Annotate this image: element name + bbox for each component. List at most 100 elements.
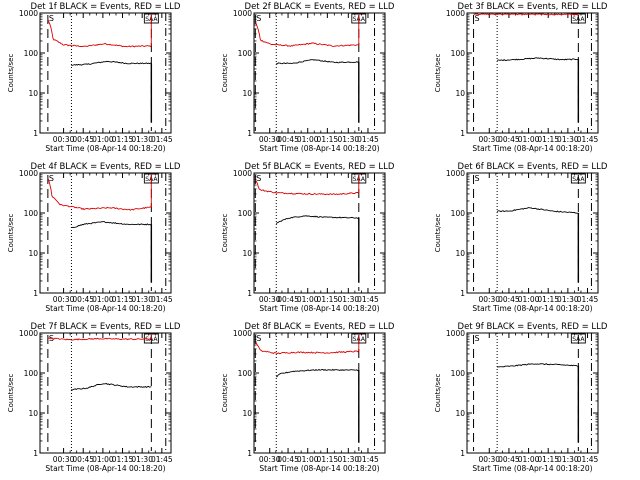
x-tick-label: 00:30	[53, 455, 75, 464]
x-tick-label: 01:00	[92, 295, 114, 304]
x-tick-label: 00:45	[277, 295, 299, 304]
x-tick-label: 01:15	[112, 135, 134, 144]
y-tick-label: 10	[28, 89, 38, 98]
saa-start-label: S	[256, 174, 261, 183]
x-tick-label: 01:00	[518, 295, 540, 304]
x-tick-label: 01:45	[357, 295, 379, 304]
x-axis-label: Start Time (08-Apr-14 00:18:20)	[259, 144, 379, 153]
saa-start-label: S	[475, 174, 480, 183]
x-tick-label: 01:30	[338, 295, 360, 304]
x-tick-label: 01:00	[297, 135, 319, 144]
panel-title: Det 7f BLACK = Events, RED = LLD	[31, 322, 181, 332]
y-tick-label: 10	[455, 409, 465, 418]
y-tick-label: 10	[242, 249, 252, 258]
y-tick-label: 100	[238, 209, 253, 218]
y-tick-label: 1000	[19, 329, 38, 338]
y-tick-label: 1	[460, 129, 465, 138]
y-tick-label: 100	[451, 369, 466, 378]
y-tick-label: 100	[451, 49, 466, 58]
plot-frame	[253, 332, 386, 454]
x-tick-label: 01:30	[557, 135, 579, 144]
plot-frame	[39, 332, 172, 454]
saa-box-label: SAA	[572, 336, 585, 343]
x-tick-label: 01:30	[131, 295, 153, 304]
events-series-line	[276, 368, 359, 378]
x-tick-label: 01:45	[151, 455, 173, 464]
lld-series-line	[254, 14, 360, 47]
x-tick-label: 01:15	[112, 295, 134, 304]
x-tick-label: 00:45	[498, 455, 520, 464]
saa-box-label: SAA	[572, 16, 585, 23]
x-axis-label: Start Time (08-Apr-14 00:18:20)	[45, 144, 165, 153]
x-tick-label: 01:45	[357, 135, 379, 144]
y-axis-label: Counts/sec	[434, 374, 442, 413]
y-tick-label: 1	[460, 289, 465, 298]
x-tick-label: 01:15	[537, 455, 559, 464]
x-tick-label: 00:45	[498, 135, 520, 144]
x-tick-label: 01:00	[297, 295, 319, 304]
lld-series-line	[47, 14, 152, 48]
saa-box-label: SAA	[145, 176, 158, 183]
x-tick-label: 00:30	[259, 135, 281, 144]
events-series-line	[71, 221, 152, 229]
x-axis-label: Start Time (08-Apr-14 00:18:20)	[45, 464, 165, 473]
y-axis-label: Counts/sec	[7, 54, 15, 93]
plot-frame	[39, 12, 172, 134]
y-axis-label: Counts/sec	[434, 214, 442, 253]
panel-det-3: Det 3f BLACK = Events, RED = LLD 1 10 100 10…	[434, 2, 608, 153]
plot-frame	[466, 172, 599, 294]
events-series-line	[71, 60, 152, 66]
x-tick-label: 01:30	[338, 455, 360, 464]
plot-frame	[253, 172, 386, 294]
y-tick-label: 1000	[19, 9, 38, 18]
panel-title: Det 3f BLACK = Events, RED = LLD	[458, 2, 608, 12]
panel-det-5: Det 5f BLACK = Events, RED = LLD 1 10 100 10…	[221, 162, 395, 313]
x-tick-label: 00:30	[53, 295, 75, 304]
events-series-line	[276, 59, 359, 65]
y-tick-label: 1000	[19, 169, 38, 178]
y-axis-label: Counts/sec	[7, 214, 15, 253]
y-axis-label: Counts/sec	[221, 54, 229, 93]
x-tick-label: 01:45	[357, 455, 379, 464]
x-tick-label: 00:30	[478, 455, 500, 464]
y-tick-label: 10	[28, 249, 38, 258]
x-tick-label: 01:15	[317, 295, 339, 304]
y-tick-label: 1000	[446, 329, 465, 338]
x-tick-label: 00:30	[478, 135, 500, 144]
y-tick-label: 10	[455, 89, 465, 98]
y-tick-label: 10	[28, 409, 38, 418]
saa-box	[570, 173, 586, 184]
x-tick-label: 00:45	[72, 455, 94, 464]
y-tick-label: 100	[24, 209, 39, 218]
x-tick-label: 01:45	[577, 135, 599, 144]
x-axis-label: Start Time (08-Apr-14 00:18:20)	[472, 144, 592, 153]
panel-title: Det 6f BLACK = Events, RED = LLD	[458, 162, 608, 172]
y-tick-label: 1000	[446, 169, 465, 178]
x-axis-label: Start Time (08-Apr-14 00:18:20)	[472, 304, 592, 313]
saa-start-label: S	[475, 334, 480, 343]
x-tick-label: 01:30	[131, 135, 153, 144]
events-series-line	[496, 207, 579, 214]
x-axis-label: Start Time (08-Apr-14 00:18:20)	[259, 464, 379, 473]
plot-frame	[466, 332, 599, 454]
lld-series-line	[47, 334, 152, 341]
x-tick-label: 01:00	[518, 135, 540, 144]
x-tick-label: 01:30	[557, 455, 579, 464]
panel-title: Det 9f BLACK = Events, RED = LLD	[458, 322, 608, 332]
saa-box	[570, 333, 586, 344]
saa-start-label: S	[256, 334, 261, 343]
x-tick-label: 01:45	[151, 135, 173, 144]
panel-title: Det 2f BLACK = Events, RED = LLD	[245, 2, 395, 12]
x-tick-label: 01:30	[338, 135, 360, 144]
x-tick-label: 00:30	[53, 135, 75, 144]
y-tick-label: 1	[33, 129, 38, 138]
x-tick-label: 00:45	[72, 295, 94, 304]
panel-title: Det 4f BLACK = Events, RED = LLD	[31, 162, 181, 172]
y-tick-label: 100	[24, 369, 39, 378]
y-tick-label: 1	[460, 449, 465, 458]
y-tick-label: 10	[455, 249, 465, 258]
x-tick-label: 00:30	[259, 295, 281, 304]
saa-box-label: SAA	[145, 16, 158, 23]
saa-start-label: S	[49, 14, 54, 23]
